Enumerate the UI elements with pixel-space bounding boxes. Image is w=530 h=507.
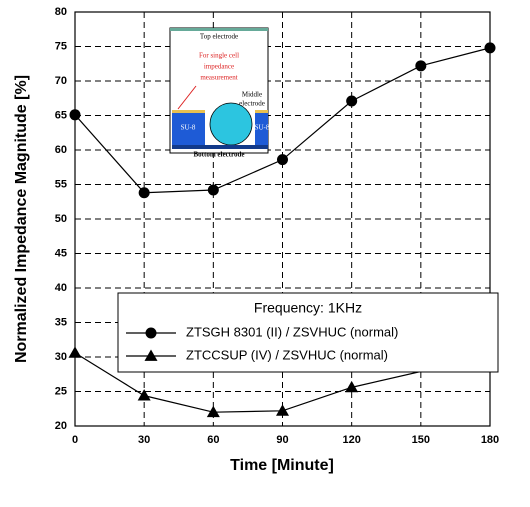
middle-electrode xyxy=(172,110,205,113)
y-tick-label: 80 xyxy=(55,6,67,18)
y-axis-title: Normalized Impedance Magnitude [%] xyxy=(13,75,30,363)
inset-label: impedance xyxy=(204,63,234,71)
inset-label: Bottom electrode xyxy=(194,151,245,159)
inset-label: electrode xyxy=(239,100,265,108)
legend-label: ZTSGH 8301 (II) / ZSVHUC (normal) xyxy=(186,324,398,339)
marker xyxy=(277,154,288,166)
y-tick-label: 50 xyxy=(55,213,67,225)
x-tick-label: 60 xyxy=(207,434,219,446)
su8-block xyxy=(255,113,268,146)
marker xyxy=(276,404,289,416)
inset-label: SU-8 xyxy=(181,124,196,132)
x-tick-label: 90 xyxy=(276,434,288,446)
series-layer xyxy=(68,42,497,418)
y-tick-label: 55 xyxy=(55,178,67,190)
x-tick-label: 150 xyxy=(412,434,430,446)
inset-label: For single cell xyxy=(199,52,239,60)
y-tick-label: 75 xyxy=(55,40,67,52)
marker xyxy=(206,405,220,418)
y-tick-label: 60 xyxy=(55,144,67,156)
inset-label: measurement xyxy=(200,74,237,82)
arrow xyxy=(177,85,197,110)
marker xyxy=(484,42,496,54)
marker xyxy=(415,60,427,72)
y-tick-label: 35 xyxy=(55,316,67,328)
legend-label: ZTCCSUP (IV) / ZSVHUC (normal) xyxy=(186,347,388,362)
x-tick-label: 180 xyxy=(481,434,499,446)
inset-label: Middle xyxy=(242,91,262,99)
marker xyxy=(144,349,158,361)
bottom-electrode xyxy=(172,145,268,149)
inset-label: SU-8 xyxy=(255,124,270,132)
marker xyxy=(207,184,219,196)
y-tick-label: 30 xyxy=(55,351,67,363)
inset-label: Top electrode xyxy=(200,33,238,41)
marker xyxy=(346,95,358,107)
x-axis-title: Time [Minute] xyxy=(230,457,334,474)
su8-block xyxy=(172,113,205,146)
marker xyxy=(68,346,82,358)
marker xyxy=(69,109,81,121)
x-tick-label: 30 xyxy=(138,434,150,446)
legend-title: Frequency: 1KHz xyxy=(254,300,362,316)
x-tick-label: 120 xyxy=(342,434,360,446)
y-tick-label: 25 xyxy=(55,385,67,397)
top-electrode xyxy=(170,28,268,31)
marker xyxy=(345,380,359,393)
cell xyxy=(209,102,253,146)
marker xyxy=(137,389,151,401)
y-tick-label: 70 xyxy=(55,75,67,87)
marker xyxy=(138,187,150,199)
inset-diagram: Top electrode For single cell impedance … xyxy=(169,27,270,159)
series-line xyxy=(74,352,491,413)
middle-electrode xyxy=(255,110,268,113)
y-tick-label: 20 xyxy=(55,420,67,432)
legend-box xyxy=(117,292,499,373)
y-tick-label: 45 xyxy=(55,247,67,259)
marker xyxy=(145,327,157,339)
legend: Frequency: 1KHz ZTSGH 8301 (II) / ZSVHUC… xyxy=(117,292,499,373)
y-tick-label: 65 xyxy=(55,109,67,121)
x-tick-label: 0 xyxy=(72,434,78,446)
y-tick-label: 40 xyxy=(55,282,67,294)
